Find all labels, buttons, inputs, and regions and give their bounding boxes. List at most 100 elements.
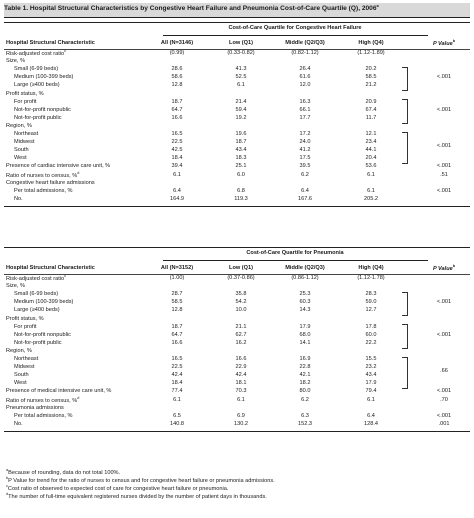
- table-cell: 42.1: [299, 372, 311, 379]
- table-cell: 12.7: [365, 307, 377, 314]
- table-cell: 16.6: [171, 339, 183, 346]
- table-cell: 80.0: [299, 388, 311, 395]
- row-label: Profit status, %: [6, 315, 44, 322]
- table-cell: 18.4: [171, 380, 183, 387]
- group-brace: [402, 291, 408, 317]
- table-row: Risk-adjusted cost ratioc (1.00) (0.37-0.…: [4, 274, 470, 284]
- row-pvalue: <.001: [436, 388, 452, 395]
- table-cell: 21.4: [235, 98, 247, 105]
- table-row: Size, %: [4, 58, 470, 67]
- row-pvalue: .001: [438, 420, 450, 427]
- table-cell: 12.0: [299, 82, 311, 89]
- table-row: Region, %: [4, 348, 470, 357]
- table-cell: 167.6: [298, 195, 312, 202]
- row-label: West: [14, 155, 27, 162]
- table-cell: 6.4: [367, 412, 375, 419]
- table-cell: 43.4: [235, 147, 247, 154]
- table-cell: 64.7: [171, 106, 183, 113]
- table-cell: 6.5: [173, 412, 181, 419]
- table-cell: 22.9: [235, 364, 247, 371]
- table-row: Not-for-profit nonpublic 64.7 59.4 66.1 67.…: [4, 106, 470, 116]
- table-cell: 41.3: [235, 66, 247, 73]
- table-cell: 39.5: [299, 163, 311, 170]
- table-cell: 26.4: [299, 66, 311, 73]
- row-label: Risk-adjusted cost ratioc: [6, 274, 67, 282]
- table-row: Northeast 16.5 16.6 16.9 15.5: [4, 356, 470, 365]
- group-brace: [402, 66, 408, 92]
- row-pvalue: .51: [440, 171, 448, 178]
- table-cell: 16.9: [299, 356, 311, 362]
- table-cell: 119.3: [234, 195, 248, 202]
- table-cell: 35.8: [235, 291, 247, 298]
- table-cell: 140.8: [170, 420, 184, 427]
- table-cell: 12.8: [171, 82, 183, 89]
- column-header-high: High (Q4): [358, 40, 384, 46]
- table-cell: 18.7: [235, 139, 247, 146]
- table-cell: 14.1: [299, 339, 311, 346]
- table-cell: 54.2: [235, 299, 247, 306]
- row-label: Not-for-profit public: [14, 114, 62, 121]
- table-cell: 41.2: [299, 147, 311, 154]
- group-brace: [402, 131, 408, 165]
- table-row: Profit status, %: [4, 91, 470, 100]
- row-label: Medium (100-399 beds): [14, 299, 74, 306]
- table-cell: 6.1: [173, 396, 181, 403]
- header-rule: [4, 49, 470, 50]
- table-row: Not-for-profit nonpublic 64.7 62.7 68.0 60.…: [4, 332, 470, 341]
- footnote-a: aBecause of rounding, data do not total …: [6, 468, 121, 476]
- table-cell: 6.9: [237, 412, 245, 419]
- table-cell: 18.7: [171, 98, 183, 105]
- footnote-b: bP Value for trend for the ratio of nurs…: [6, 476, 275, 484]
- table-row: Profit status, %: [4, 315, 470, 325]
- table-cell: 6.4: [301, 187, 309, 194]
- table-cell: 20.9: [365, 98, 377, 105]
- table-cell: 16.2: [235, 339, 247, 346]
- table-cell: 22.2: [365, 339, 377, 346]
- quartile-header-rule: [163, 260, 428, 261]
- table-cell: 39.4: [171, 163, 183, 170]
- table-cell: 60.3: [299, 299, 311, 306]
- table-row: Presence of medical intensive care unit,…: [4, 389, 470, 397]
- table-cell: 17.2: [299, 131, 311, 137]
- table-cell: 17.5: [299, 155, 311, 162]
- table-row: Medium (100-399 beds) 58.6 52.5 61.6 58.5: [4, 74, 470, 83]
- table-cell: 15.5: [365, 356, 377, 362]
- table-title: Table 1. Hospital Structural Characteris…: [4, 3, 379, 13]
- table-cell: 58.5: [365, 74, 377, 81]
- table-row: South 42.4 42.4 42.1 43.4: [4, 372, 470, 381]
- row-label: Congestive heart failure admissions: [6, 179, 95, 186]
- table-cell: 21.2: [365, 82, 377, 89]
- row-label: Per total admissions, %: [14, 412, 73, 419]
- column-header-middle: Middle (Q2/Q3): [285, 265, 325, 271]
- footnote-c: cCost ratio of observed to expected cost…: [6, 484, 229, 492]
- table-cell: 17.9: [299, 323, 311, 330]
- column-header-low: Low (Q1): [229, 40, 253, 46]
- top-rule: [4, 22, 470, 23]
- table-row: Ratio of nurses to census, %d 6.1 6.1 6.2 6…: [4, 395, 470, 406]
- table-cell: 79.4: [365, 388, 377, 395]
- table-cell: 24.0: [299, 139, 311, 146]
- table-cell: 6.0: [237, 171, 245, 178]
- row-label: Large (≥400 beds): [14, 82, 60, 89]
- row-label: Ratio of nurses to census, %d: [6, 395, 80, 404]
- table-cell: 42.5: [171, 147, 183, 154]
- table-cell: 16.5: [171, 356, 183, 362]
- table-cell: 16.6: [171, 114, 183, 121]
- table-cell: 28.3: [365, 291, 377, 298]
- table-cell: 21.1: [235, 323, 247, 330]
- row-label: Northeast: [14, 356, 39, 362]
- table-cell: 128.4: [364, 420, 378, 427]
- row-label: Size, %: [6, 58, 25, 65]
- table-cell: 6.1: [237, 396, 245, 403]
- row-label: Large (≥400 beds): [14, 307, 60, 314]
- table-cell: 23.4: [365, 139, 377, 146]
- table-cell: 59.4: [235, 106, 247, 113]
- row-label: Risk-adjusted cost ratioc: [6, 49, 67, 57]
- group-pvalue: <.001: [436, 142, 452, 149]
- table-cell: 59.0: [365, 299, 377, 306]
- table-cell: 6.3: [301, 412, 309, 419]
- table-row: Midwest 22.5 22.9 22.8 23.2: [4, 364, 470, 373]
- row-label: Midwest: [14, 364, 35, 371]
- table-cell: 17.7: [299, 114, 311, 121]
- row-label: Medium (100-399 beds): [14, 74, 74, 81]
